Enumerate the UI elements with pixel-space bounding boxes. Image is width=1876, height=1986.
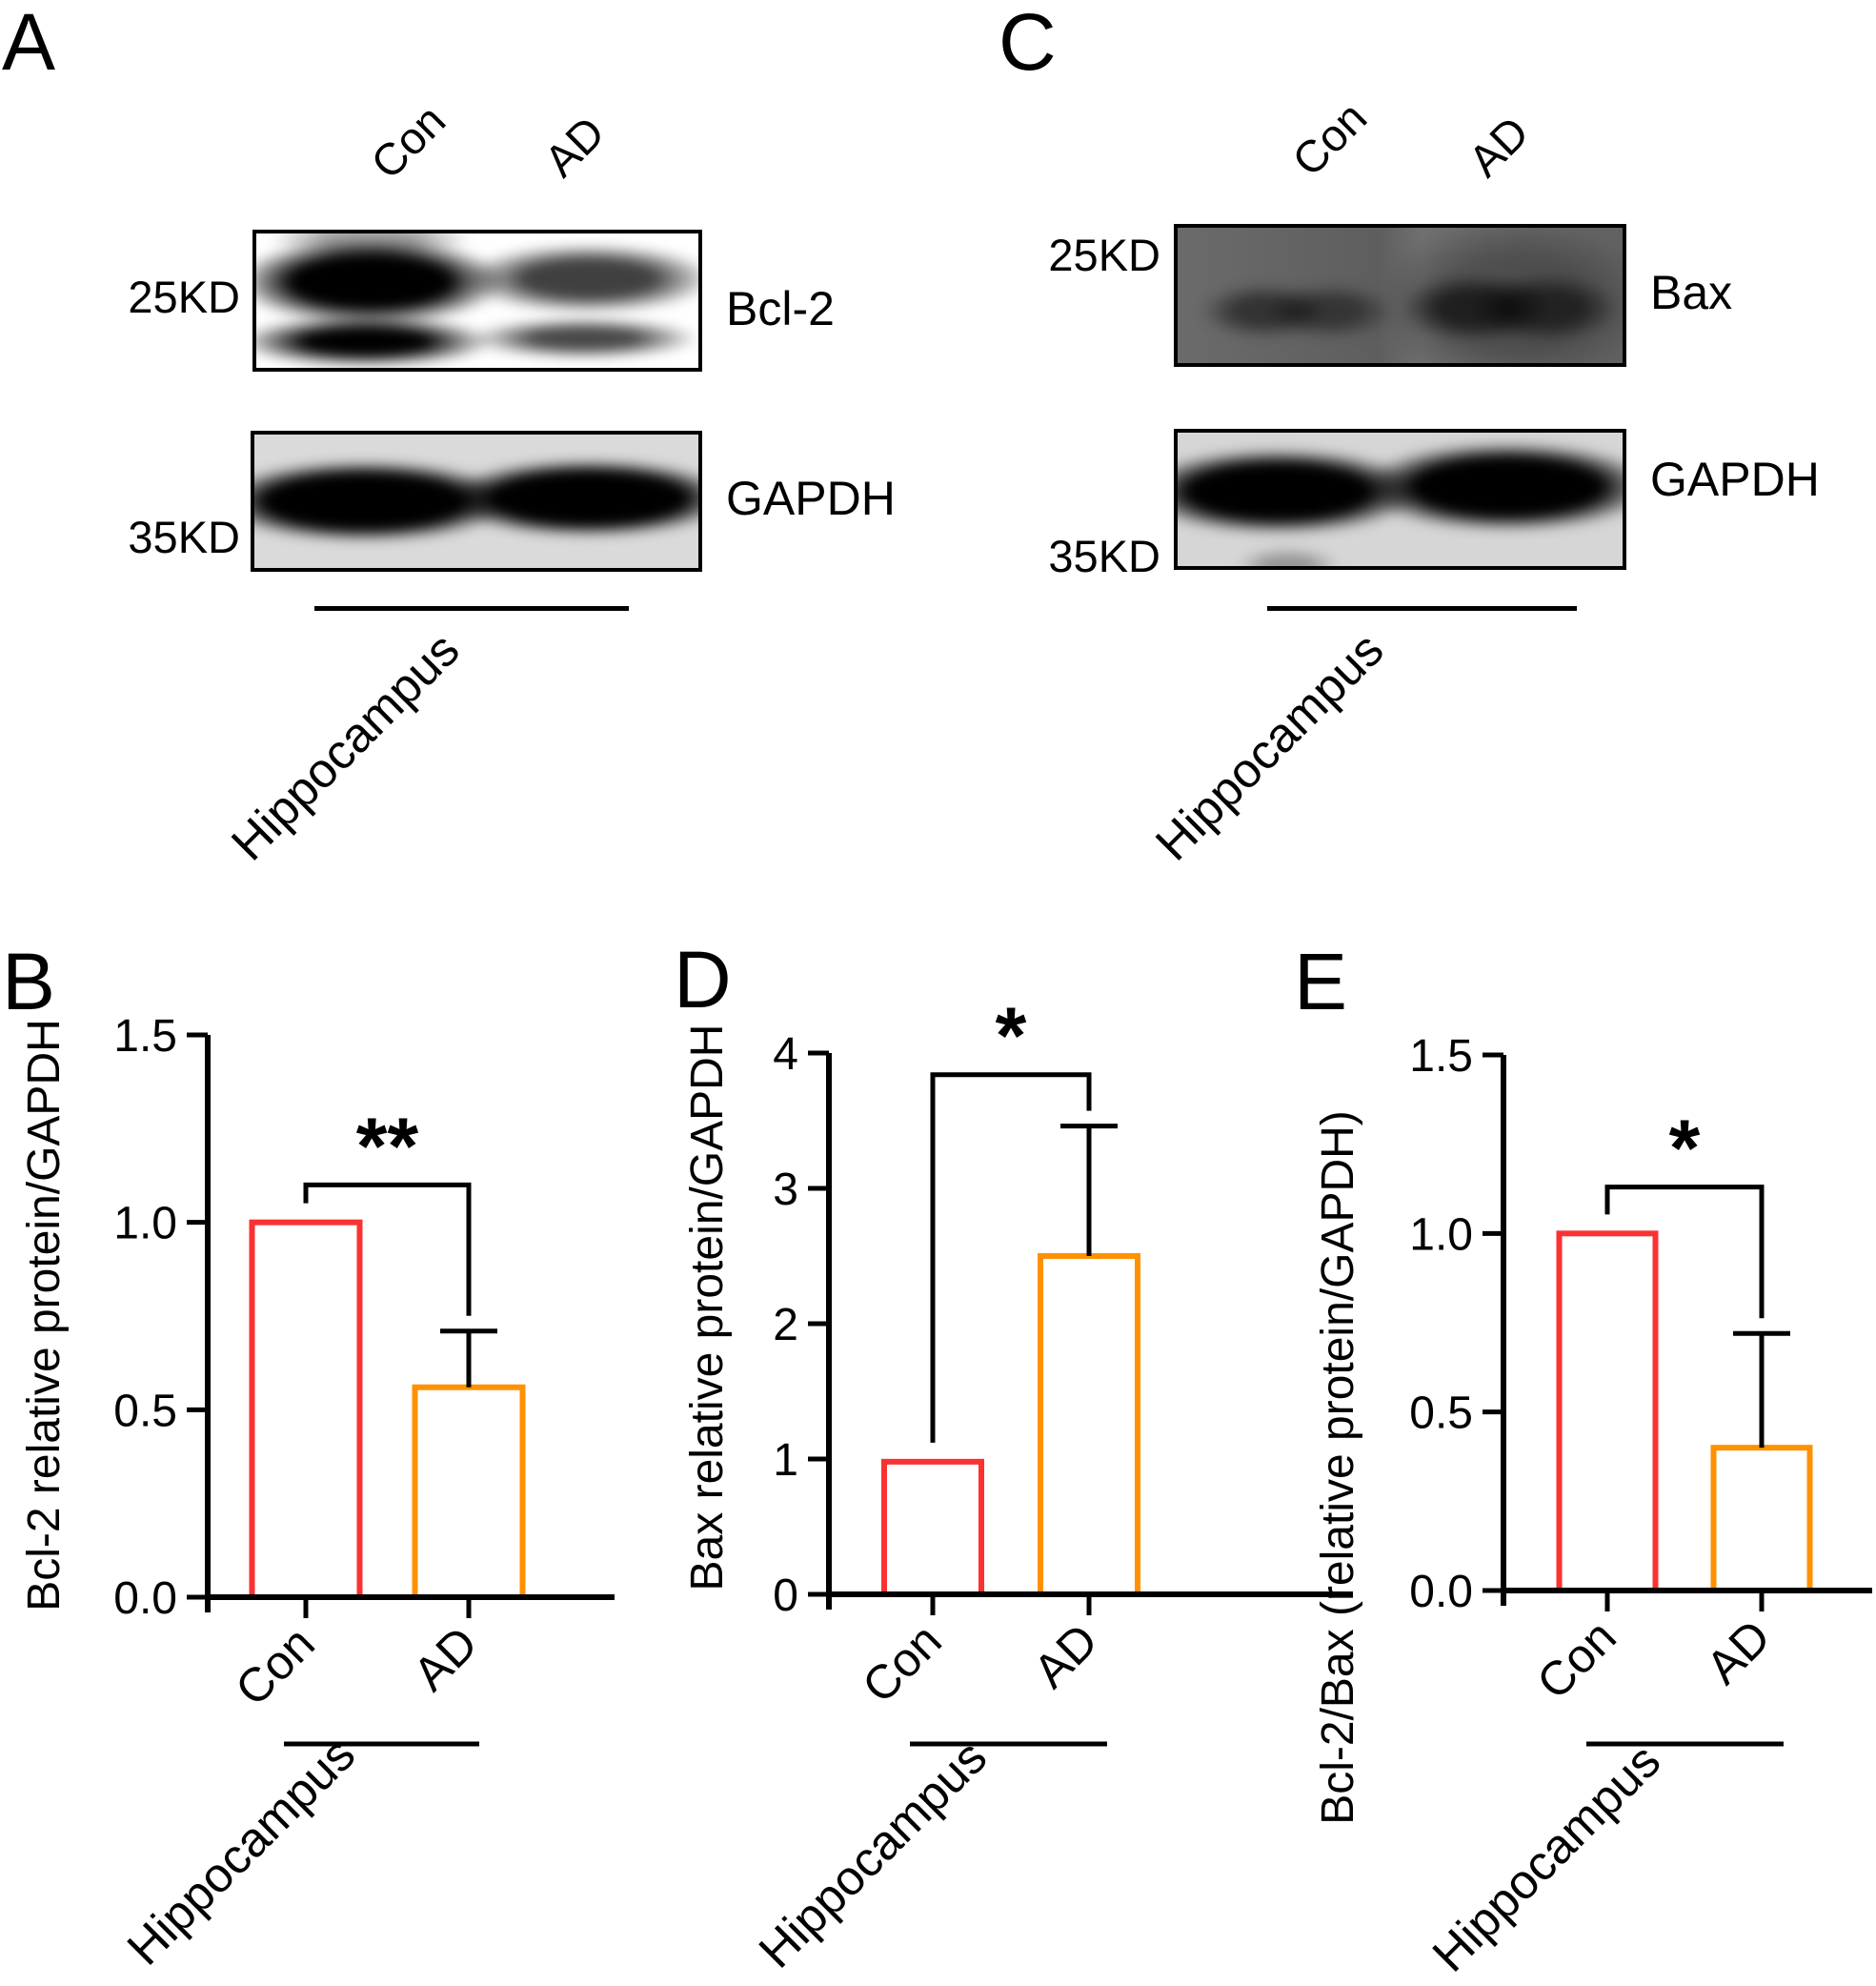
bar-chart-svg-D: Con AD 0 1 2 3 4 Bax relative protein/GAPDH * Hip… — [682, 991, 1353, 1978]
panel-a-lane-label-ad: AD — [534, 106, 615, 187]
bar-ad — [1038, 1253, 1140, 1597]
group-label: Hippocampus — [748, 1730, 997, 1978]
panel-a-marker-25kd: 25KD — [128, 272, 240, 322]
panel-d-bar-chart: Con AD 0 1 2 3 4 Bax relative protein/GAPDH * Hip… — [667, 934, 1357, 1986]
panel-c-lane-label-ad: AD — [1458, 106, 1539, 187]
y-tick-label: 0.5 — [1409, 1388, 1473, 1439]
panel-a-group-label: Hippocampus — [220, 621, 470, 871]
y-tick-label: 0.5 — [113, 1386, 177, 1436]
panel-c-group-underline — [1267, 606, 1577, 611]
panel-a-letter: A — [2, 0, 56, 87]
panel-b-bar-chart: Con AD 0.0 0.5 1.0 1.5 Bcl-2 relative protein/… — [0, 934, 667, 1986]
panel-c-protein-label-gapdh: GAPDH — [1650, 453, 1820, 506]
panel-a-group-underline — [314, 606, 629, 611]
panel-a-lane-label-con: Con — [360, 94, 455, 189]
x-tick-label-con: Con — [1526, 1610, 1625, 1709]
panel-c-bax-bands — [1178, 228, 1623, 363]
bar-ad — [412, 1384, 526, 1600]
panel-a-bcl2-bands — [256, 233, 698, 368]
y-axis-title: Bcl-2/Bax (relative protein/GAPDH) — [1313, 1110, 1363, 1825]
bar-chart-svg-B: Con AD 0.0 0.5 1.0 1.5 Bcl-2 relative protein/… — [19, 1011, 615, 1976]
panel-a-gapdh-bands — [254, 435, 698, 568]
significance-bracket — [1604, 1185, 1765, 1319]
panel-c-letter: C — [999, 0, 1057, 87]
panel-a-protein-label-gapdh: GAPDH — [726, 472, 896, 525]
y-tick-label: 1.5 — [1409, 1031, 1473, 1082]
significance-bracket — [930, 1072, 1092, 1443]
significance-bracket — [303, 1182, 472, 1316]
panel-c-marker-25kd: 25KD — [1048, 230, 1160, 280]
x-tick-label-ad: AD — [1696, 1610, 1781, 1694]
bar-chart-svg-E: Con AD 0.0 0.5 1.0 1.5 Bcl-2/Bax (relative pro… — [1313, 1031, 1872, 1982]
panel-a-marker-35kd: 35KD — [128, 512, 240, 562]
panel-c-marker-35kd: 35KD — [1048, 531, 1160, 581]
panel-a-gapdh-blot-image — [251, 431, 702, 572]
panel-a-bcl2-blot-image — [252, 230, 702, 372]
significance-stars: * — [1669, 1104, 1701, 1193]
panel-a-protein-label-bcl2: Bcl-2 — [726, 282, 835, 335]
x-tick-label-con: Con — [225, 1616, 324, 1715]
y-tick-label: 1.0 — [113, 1199, 177, 1249]
panel-d-letter: D — [674, 935, 732, 1024]
panel-c-group-label: Hippocampus — [1144, 621, 1394, 871]
significance-stars: ** — [356, 1101, 419, 1190]
panel-b-letter: B — [2, 937, 56, 1026]
y-tick-label: 1.0 — [1409, 1209, 1473, 1260]
group-label: Hippocampus — [116, 1727, 365, 1976]
y-tick-label: 2 — [773, 1300, 798, 1350]
y-tick-label: 4 — [773, 1029, 798, 1080]
panel-c-lane-label-con: Con — [1281, 91, 1377, 186]
panel-c-gapdh-blot-image — [1174, 429, 1626, 570]
panel-c-bax-blot-image — [1174, 224, 1626, 367]
x-tick-label-con: Con — [852, 1613, 951, 1712]
panel-e-letter: E — [1294, 937, 1348, 1026]
bar-ad — [1710, 1445, 1813, 1594]
panel-c-protein-label-bax: Bax — [1650, 266, 1733, 319]
y-tick-label: 1.5 — [113, 1011, 177, 1062]
bar-con — [881, 1458, 984, 1598]
bar-con — [1556, 1230, 1659, 1593]
panel-c-gapdh-bands — [1178, 433, 1623, 566]
y-tick-label: 0.0 — [1409, 1567, 1473, 1617]
bar-con — [249, 1219, 363, 1600]
y-axis-title: Bax relative protein/GAPDH — [682, 1024, 733, 1591]
y-tick-label: 0 — [773, 1571, 798, 1621]
group-label: Hippocampus — [1422, 1733, 1670, 1982]
significance-stars: * — [996, 991, 1027, 1081]
y-tick-label: 1 — [773, 1435, 798, 1486]
y-axis-title: Bcl-2 relative protein/GAPDH — [19, 1019, 70, 1611]
y-tick-label: 3 — [773, 1165, 798, 1215]
x-tick-label-ad: AD — [403, 1616, 488, 1701]
x-tick-label-ad: AD — [1023, 1613, 1108, 1698]
y-tick-label: 0.0 — [113, 1573, 177, 1624]
panel-e-bar-chart: Con AD 0.0 0.5 1.0 1.5 Bcl-2/Bax (relative pro… — [1258, 934, 1876, 1986]
